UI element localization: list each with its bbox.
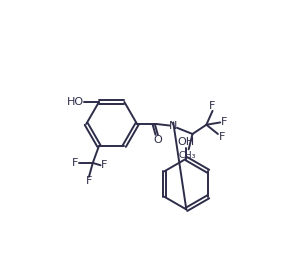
- Text: OH: OH: [178, 137, 195, 147]
- Text: F: F: [86, 176, 92, 186]
- Text: F: F: [72, 158, 78, 168]
- Text: F: F: [101, 160, 108, 170]
- Text: O: O: [153, 135, 162, 145]
- Text: N: N: [169, 121, 178, 131]
- Text: F: F: [219, 132, 225, 142]
- Text: HO: HO: [67, 97, 85, 107]
- Text: F: F: [221, 118, 227, 128]
- Text: CH₃: CH₃: [178, 151, 196, 160]
- Text: F: F: [209, 101, 216, 111]
